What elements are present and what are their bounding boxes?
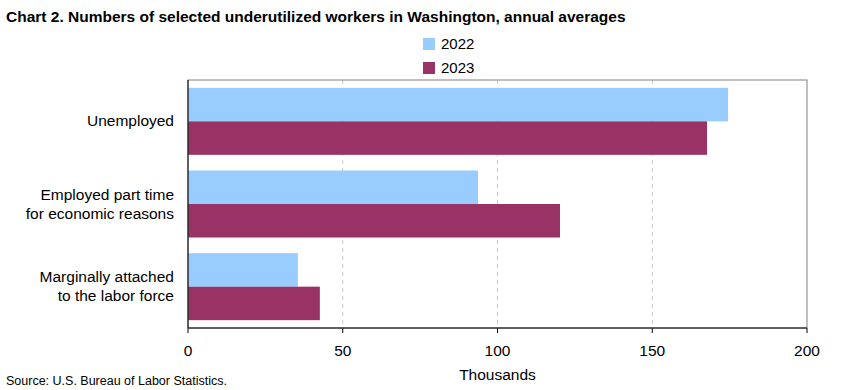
tick-label: 200 [794, 342, 820, 359]
legend-label: 2022 [441, 35, 474, 52]
legend-key [423, 62, 435, 74]
category-label: Employed part time for economic reasons [26, 186, 174, 222]
bar [188, 88, 728, 122]
category-label: Unemployed [87, 112, 174, 129]
chart: Chart 2. Numbers of selected underutiliz… [0, 0, 841, 390]
legend-key [423, 38, 435, 50]
bar [188, 253, 298, 287]
tick-label: 150 [639, 342, 665, 359]
category-label-line: Employed part time [40, 186, 174, 203]
source: Source: U.S. Bureau of Labor Statistics. [6, 374, 227, 388]
background [0, 0, 841, 390]
tick-mark [342, 328, 343, 333]
category-label-line: Unemployed [87, 112, 174, 129]
x-axis-line [188, 328, 807, 329]
tick-label: 100 [485, 342, 511, 359]
bar [188, 121, 707, 155]
axis-title: Thousands [459, 366, 536, 383]
plot-frame [188, 80, 807, 328]
category-label-line: for economic reasons [26, 205, 174, 222]
title: Chart 2. Numbers of selected underutiliz… [6, 8, 626, 25]
tick-mark [497, 328, 498, 333]
category-label-line: to the labor force [58, 287, 174, 304]
tick-label: 0 [184, 342, 193, 359]
category-label: Marginally attached to the labor force [40, 268, 174, 304]
tick-mark [807, 328, 808, 333]
tick-mark [652, 328, 653, 333]
legend-label: 2023 [441, 59, 474, 76]
tick-mark [188, 328, 189, 333]
bar [188, 287, 320, 321]
bar [188, 171, 478, 205]
y-axis-line [188, 80, 189, 328]
bar [188, 204, 560, 238]
tick-label: 50 [334, 342, 352, 359]
category-label-line: Marginally attached [40, 268, 174, 285]
